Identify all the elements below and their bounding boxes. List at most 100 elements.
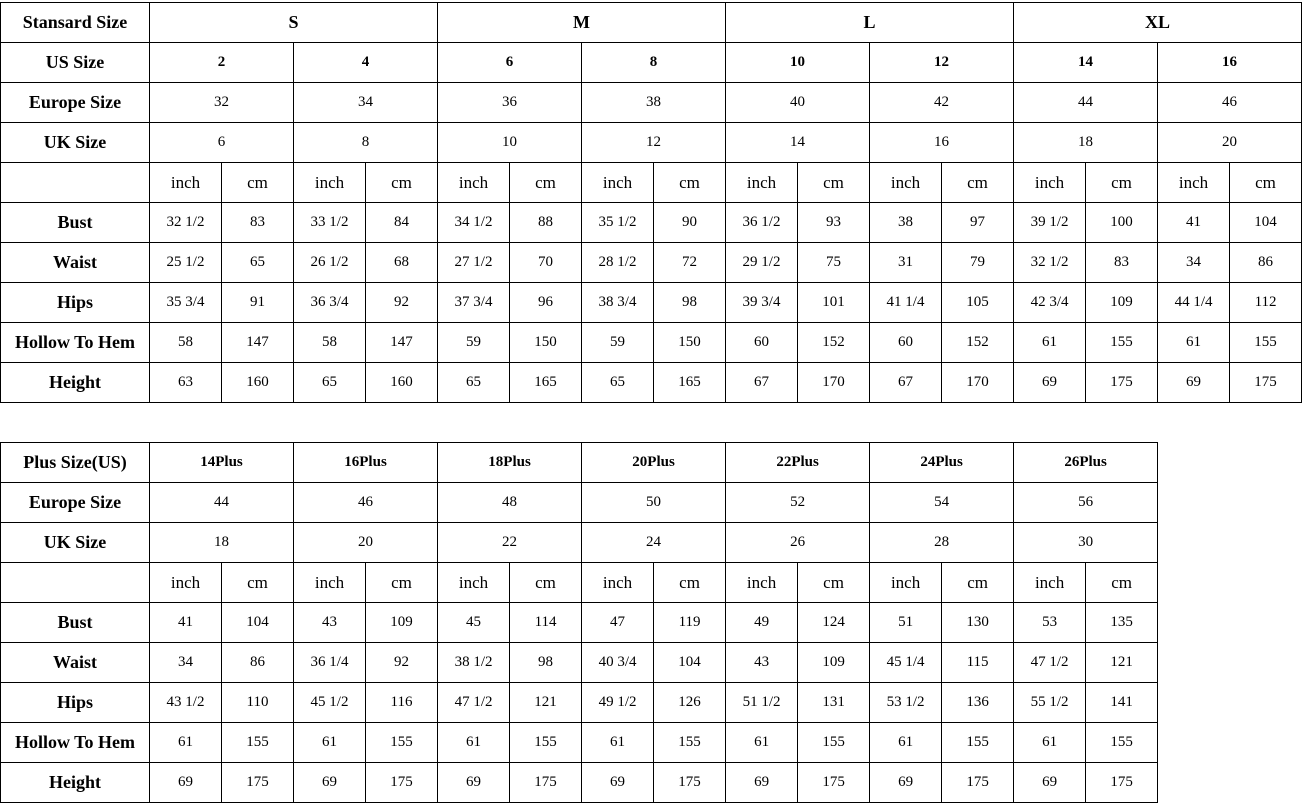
measure-cell: 175: [1229, 362, 1302, 403]
unit-cm: cm: [797, 562, 871, 603]
measure-cell: 38 3/4: [581, 282, 655, 323]
uk-size-cell: 6: [149, 122, 294, 163]
size-group-row: Stansard Size S M L XL: [0, 2, 1302, 43]
measure-row-hollow-to-hem: Hollow To Hem 61 155 61 155 61 155 61 155 61 155 61…: [0, 722, 1159, 763]
measure-cell: 83: [221, 202, 294, 243]
unit-inch: inch: [581, 162, 655, 203]
measure-cell: 69: [581, 762, 655, 803]
measure-cell: 155: [365, 722, 439, 763]
row-label: Plus Size(US): [0, 442, 150, 483]
measure-cell: 170: [941, 362, 1015, 403]
us-size-cell: 8: [581, 42, 727, 83]
measure-cell: 51 1/2: [725, 682, 799, 723]
measure-cell: 124: [797, 602, 871, 643]
unit-inch: inch: [293, 162, 366, 203]
measure-cell: 59: [437, 322, 511, 363]
measure-cell: 92: [364, 282, 439, 323]
measure-cell: 79: [941, 242, 1015, 283]
measure-cell: 175: [509, 762, 583, 803]
uk-size-cell: 14: [725, 122, 871, 163]
row-label: Europe Size: [0, 82, 150, 123]
measure-cell: 61: [437, 722, 511, 763]
measure-cell: 175: [220, 762, 295, 803]
us-size-cell: 10: [725, 42, 871, 83]
uk-size-cell: 24: [581, 522, 727, 563]
measure-cell: 68: [364, 242, 439, 283]
measure-row-hollow-to-hem: Hollow To Hem 58 147 58 147 59 150 59 150 60 152 60…: [0, 322, 1302, 363]
measure-cell: 84: [364, 202, 439, 243]
europe-size-row: Europe Size 44 46 48 50 52 54 56: [0, 482, 1159, 523]
measure-cell: 96: [509, 282, 583, 323]
measure-cell: 44 1/4: [1157, 282, 1231, 323]
row-label: UK Size: [0, 522, 150, 563]
measure-cell: 65: [293, 362, 366, 403]
unit-inch: inch: [725, 162, 799, 203]
us-size-cell: 16: [1157, 42, 1302, 83]
europe-size-cell: 38: [581, 82, 727, 123]
measure-cell: 160: [221, 362, 294, 403]
uk-size-cell: 20: [1157, 122, 1302, 163]
unit-row: inch cm inch cm inch cm inch cm inch cm inch cm inch…: [0, 562, 1159, 603]
measure-cell: 29 1/2: [725, 242, 799, 283]
europe-size-cell: 50: [581, 482, 727, 523]
uk-size-cell: 16: [869, 122, 1015, 163]
measure-cell: 109: [365, 602, 439, 643]
uk-size-cell: 20: [293, 522, 439, 563]
uk-size-row: UK Size 6 8 10 12 14 16 18 20: [0, 122, 1302, 163]
measure-cell: 61: [1157, 322, 1231, 363]
measure-cell: 60: [869, 322, 943, 363]
row-label: Height: [0, 362, 150, 403]
measure-cell: 25 1/2: [149, 242, 222, 283]
measure-cell: 32 1/2: [1013, 242, 1087, 283]
measure-cell: 47 1/2: [1013, 642, 1087, 683]
measure-row-waist: Waist 25 1/2 65 26 1/2 68 27 1/2 70 28 1/2 72 29 …: [0, 242, 1302, 283]
europe-size-cell: 46: [293, 482, 439, 523]
measure-cell: 165: [653, 362, 727, 403]
measure-cell: 88: [509, 202, 583, 243]
measure-cell: 86: [220, 642, 295, 683]
measure-cell: 131: [797, 682, 871, 723]
measure-cell: 114: [509, 602, 583, 643]
measure-cell: 67: [869, 362, 943, 403]
row-label: Waist: [0, 642, 150, 683]
uk-size-cell: 12: [581, 122, 727, 163]
measure-cell: 33 1/2: [293, 202, 366, 243]
measure-cell: 175: [365, 762, 439, 803]
unit-cm: cm: [365, 562, 439, 603]
measure-cell: 155: [220, 722, 295, 763]
row-label: Hollow To Hem: [0, 722, 150, 763]
measure-cell: 86: [1229, 242, 1302, 283]
row-label: UK Size: [0, 122, 150, 163]
europe-size-cell: 32: [149, 82, 294, 123]
measure-cell: 43: [725, 642, 799, 683]
measure-cell: 155: [1085, 722, 1159, 763]
europe-size-cell: 44: [1013, 82, 1159, 123]
measure-cell: 45: [437, 602, 511, 643]
measure-cell: 40 3/4: [581, 642, 655, 683]
measure-cell: 70: [509, 242, 583, 283]
measure-cell: 38: [869, 202, 943, 243]
measure-row-waist: Waist 34 86 36 1/4 92 38 1/2 98 40 3/4 104 43 109 4…: [0, 642, 1159, 683]
measure-cell: 150: [653, 322, 727, 363]
europe-size-cell: 36: [437, 82, 583, 123]
measure-cell: 104: [220, 602, 295, 643]
uk-size-cell: 18: [148, 522, 295, 563]
uk-size-cell: 8: [292, 122, 439, 163]
uk-size-cell: 30: [1013, 522, 1159, 563]
measure-cell: 121: [509, 682, 583, 723]
measure-cell: 41: [149, 602, 222, 643]
measure-cell: 58: [149, 322, 222, 363]
measure-cell: 39 3/4: [725, 282, 799, 323]
row-label: Europe Size: [0, 482, 150, 523]
measure-cell: 175: [1085, 762, 1159, 803]
measure-cell: 36 3/4: [293, 282, 366, 323]
us-size-cell: 6: [437, 42, 583, 83]
measure-cell: 63: [149, 362, 222, 403]
measure-cell: 49: [725, 602, 799, 643]
europe-size-cell: 34: [292, 82, 439, 123]
measure-cell: 45 1/2: [293, 682, 367, 723]
europe-size-row: Europe Size 32 34 36 38 40 42 44 46: [0, 82, 1302, 123]
measure-cell: 61: [869, 722, 943, 763]
measure-cell: 83: [1085, 242, 1159, 283]
measure-cell: 98: [509, 642, 583, 683]
